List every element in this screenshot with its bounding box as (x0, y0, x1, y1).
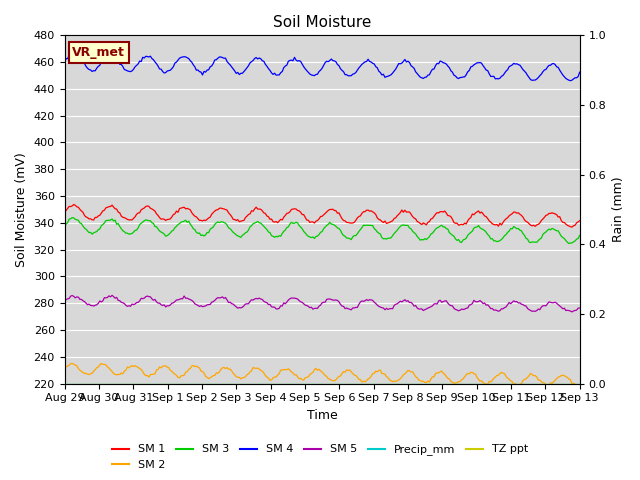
Y-axis label: Soil Moisture (mV): Soil Moisture (mV) (15, 152, 28, 267)
Legend: SM 1, SM 2, SM 3, SM 4, SM 5, Precip_mm, TZ ppt: SM 1, SM 2, SM 3, SM 4, SM 5, Precip_mm,… (108, 440, 532, 474)
X-axis label: Time: Time (307, 409, 337, 422)
Text: VR_met: VR_met (72, 46, 125, 59)
Y-axis label: Rain (mm): Rain (mm) (612, 177, 625, 242)
Title: Soil Moisture: Soil Moisture (273, 15, 371, 30)
